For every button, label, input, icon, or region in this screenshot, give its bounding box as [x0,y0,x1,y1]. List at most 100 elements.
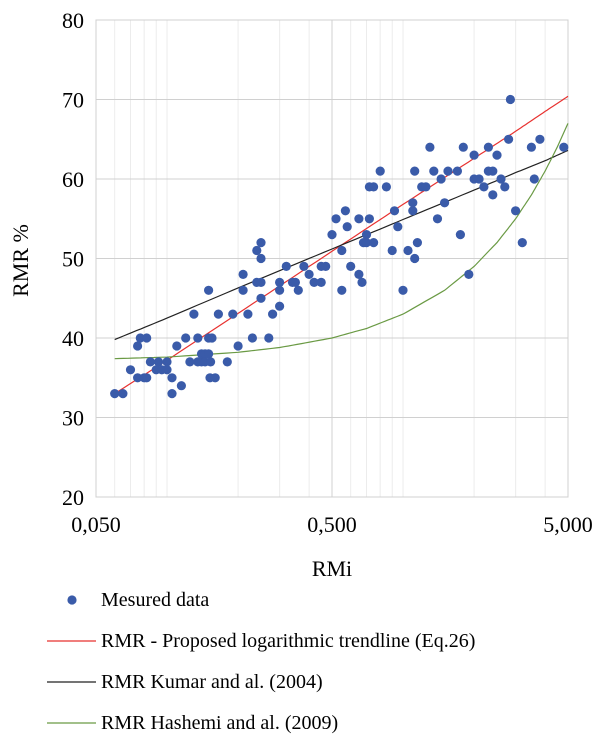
data-point [505,94,515,105]
data-point [436,174,446,184]
y-tick-label: 20 [62,485,84,510]
data-point [142,373,152,383]
data-point [213,309,223,319]
data-point [337,285,347,295]
data-point [492,150,502,160]
data-point [504,134,514,144]
data-point [535,134,545,144]
data-point [398,285,408,295]
x-axis-ticks: 0,050 0,500 5,000 [71,512,593,537]
data-point [228,309,238,319]
data-point [510,206,521,216]
series-line [114,95,569,395]
data-point [369,238,379,248]
data-point [408,206,418,216]
data-point [469,150,479,160]
data-point [233,341,243,351]
data-point [167,373,177,383]
data-point [264,333,274,343]
legend-marker [67,595,77,605]
data-point [189,309,199,319]
x-tick-label: 0,500 [307,512,357,537]
data-point [410,253,420,264]
data-point [256,277,266,287]
data-point [172,341,182,351]
x-tick-label: 0,050 [71,512,121,537]
data-point [185,357,195,367]
data-point [337,245,347,256]
data-point [290,277,300,287]
data-point [256,293,266,303]
y-tick-label: 80 [62,8,84,33]
data-point [488,190,498,200]
legend-label: Mesured data [101,589,209,611]
data-point [364,214,374,224]
x-tick-label: 5,000 [543,512,593,537]
data-point [268,309,278,319]
legend: Mesured data RMR - Proposed logarithmic t… [47,589,475,734]
legend-label: RMR Kumar and al. (2004) [101,671,323,693]
data-point [309,277,319,287]
data-point [375,166,385,176]
legend-label: RMR Hashemi and al. (2009) [101,712,338,734]
trend-lines [114,95,569,395]
data-point [193,333,203,343]
data-point [342,222,352,232]
data-point [125,365,136,375]
data-point [357,277,367,287]
data-point [281,261,291,271]
data-point [316,277,326,287]
data-point [243,309,253,319]
data-point [145,357,155,367]
data-point [238,285,248,295]
data-point [133,373,143,383]
data-point [389,206,400,216]
data-point [361,238,372,248]
data-point [181,333,191,343]
y-tick-label: 40 [62,326,84,351]
data-point [425,142,435,152]
data-point [479,182,489,192]
data-point [207,333,217,343]
data-point [210,373,220,383]
data-point [496,174,506,184]
y-tick-label: 30 [62,406,84,431]
data-point [387,245,397,256]
data-point [222,357,232,367]
data-point [176,381,186,391]
data-point [488,166,498,176]
data-point [369,182,379,192]
data-point [455,230,465,240]
x-axis-title: RMi [312,556,352,581]
series-line [114,123,569,360]
data-point [526,142,537,152]
data-point [410,166,420,176]
y-tick-label: 50 [62,247,84,272]
y-tick-label: 60 [62,167,84,192]
data-point [299,261,309,271]
data-point [304,269,314,279]
legend-label: RMR - Proposed logarithmic trendline (Eq… [101,630,475,652]
data-point [133,341,143,351]
data-point [440,198,450,208]
data-point [118,389,128,399]
data-point [452,166,462,176]
data-point [275,285,285,295]
data-point [381,182,391,192]
data-point [458,142,468,152]
data-point [247,333,257,343]
data-point [135,333,145,343]
data-point [483,142,493,152]
data-point [275,301,285,311]
data-point [412,238,422,248]
data-point [421,182,431,192]
data-point [346,261,356,271]
data-point [206,357,216,367]
data-point [142,333,152,343]
data-point [204,285,214,295]
data-point [403,245,413,256]
data-point [275,277,285,287]
data-point [559,142,569,152]
data-point [408,198,418,208]
data-point [474,174,484,184]
